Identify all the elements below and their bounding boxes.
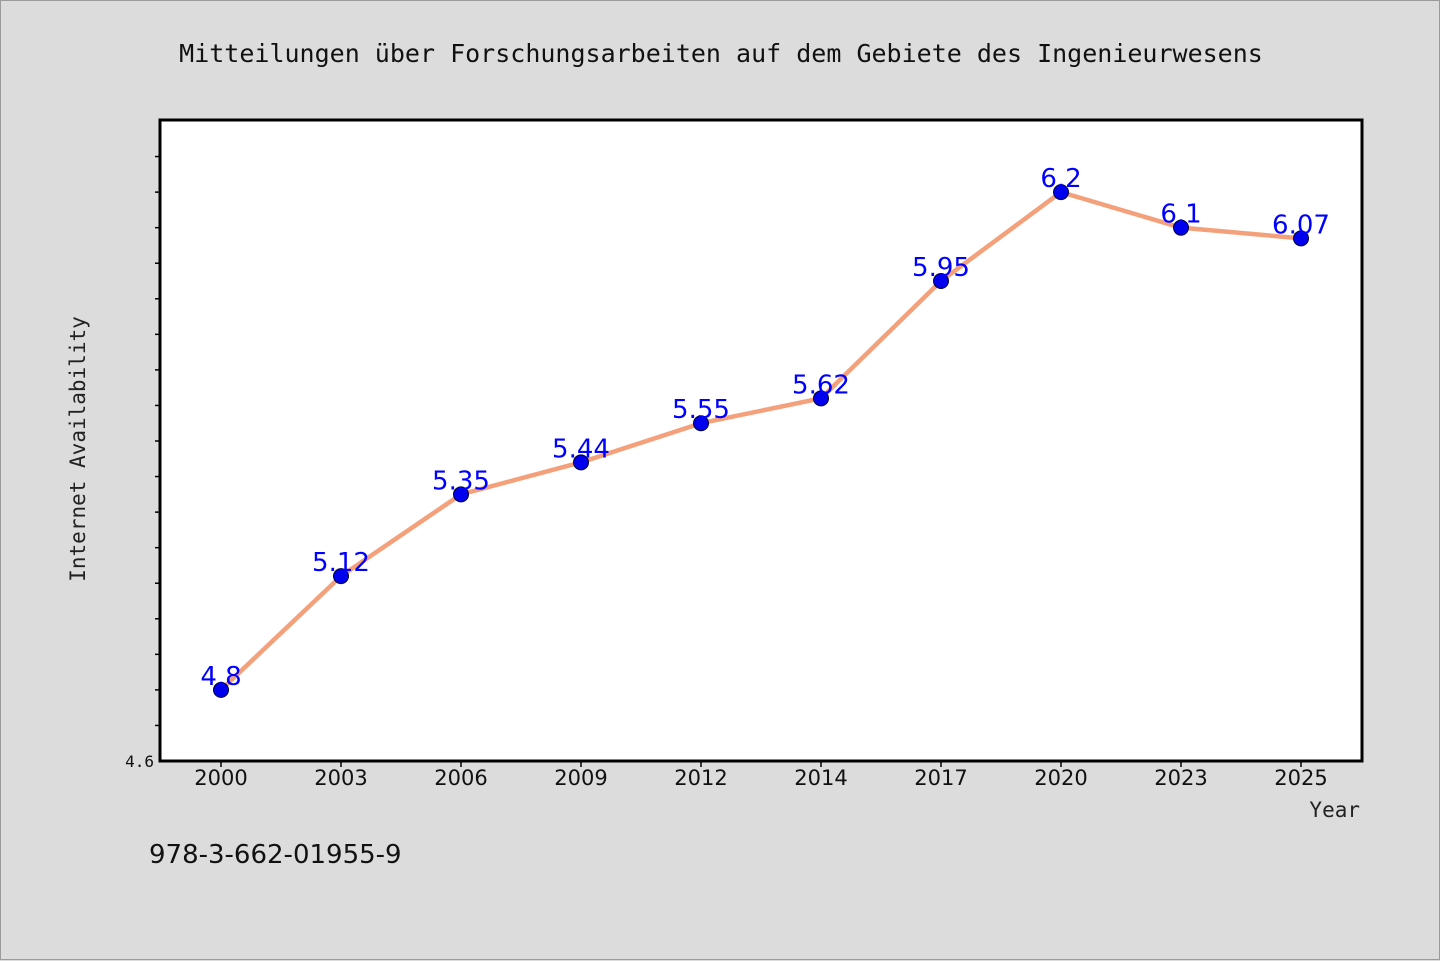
x-axis-label: Year: [1309, 798, 1360, 822]
data-point: [1053, 184, 1069, 201]
isbn-text: 978-3-662-01955-9: [149, 840, 402, 870]
data-point: [813, 390, 829, 407]
x-tick-label: 2017: [914, 766, 967, 790]
data-point: [333, 568, 349, 585]
data-label: 5.55: [672, 395, 730, 425]
x-tick-label: 2012: [674, 766, 727, 790]
series-line: [218, 189, 1304, 693]
x-tick-label: 2025: [1274, 766, 1327, 790]
data-label: 5.12: [312, 548, 370, 578]
series-layer: 4.8 5.12 5.35 5.44 5.55 5.62 5.95 6.2 6.1 6.07: [200, 164, 1330, 698]
data-label: 4.8: [200, 662, 241, 692]
x-tick-label: 2014: [794, 766, 847, 790]
data-label: 5.35: [432, 466, 490, 496]
data-point: [573, 454, 589, 471]
data-label: 5.95: [912, 253, 970, 283]
x-tick-label: 2000: [194, 766, 247, 790]
plot-area: [158, 118, 1364, 763]
y-tick-label-min: 4.6: [125, 752, 154, 771]
x-tick-label: 2023: [1154, 766, 1207, 790]
x-tick-label: 2006: [434, 766, 487, 790]
x-tick-label: 2003: [314, 766, 367, 790]
data-point: [1293, 230, 1309, 247]
x-tick-label: 2020: [1034, 766, 1087, 790]
data-label: 6.1: [1160, 200, 1201, 230]
x-axis-ticks: [220, 761, 1302, 767]
data-point: [693, 415, 709, 432]
data-label: 6.2: [1040, 164, 1081, 194]
data-point: [453, 486, 469, 503]
x-tick-label: 2009: [554, 766, 607, 790]
x-axis-tick-labels: 2000 2003 2006 2009 2012 2014 2017 2020 2023 2025: [194, 766, 1327, 790]
data-label: 5.44: [552, 434, 610, 464]
y-axis-label: Internet Availability: [66, 316, 90, 582]
data-point: [933, 273, 949, 289]
data-label: 5.62: [792, 370, 850, 400]
y-axis-ticks: [155, 155, 161, 727]
data-point: [213, 681, 229, 698]
data-point: [1173, 219, 1189, 236]
data-label: 6.07: [1272, 210, 1330, 240]
chart-title: Mitteilungen über Forschungsarbeiten auf…: [179, 39, 1263, 68]
